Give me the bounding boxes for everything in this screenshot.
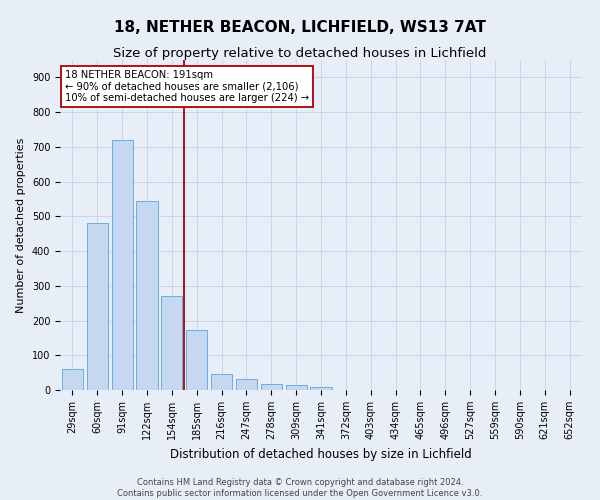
Bar bbox=[310, 387, 332, 390]
Bar bbox=[87, 224, 108, 390]
Text: Size of property relative to detached houses in Lichfield: Size of property relative to detached ho… bbox=[113, 48, 487, 60]
Text: Contains HM Land Registry data © Crown copyright and database right 2024.
Contai: Contains HM Land Registry data © Crown c… bbox=[118, 478, 482, 498]
Text: 18 NETHER BEACON: 191sqm
← 90% of detached houses are smaller (2,106)
10% of sem: 18 NETHER BEACON: 191sqm ← 90% of detach… bbox=[65, 70, 310, 103]
Bar bbox=[62, 369, 83, 390]
Bar bbox=[136, 202, 158, 390]
Text: 18, NETHER BEACON, LICHFIELD, WS13 7AT: 18, NETHER BEACON, LICHFIELD, WS13 7AT bbox=[114, 20, 486, 35]
Bar bbox=[112, 140, 133, 390]
Bar bbox=[236, 379, 257, 390]
X-axis label: Distribution of detached houses by size in Lichfield: Distribution of detached houses by size … bbox=[170, 448, 472, 460]
Bar bbox=[286, 385, 307, 390]
Bar bbox=[211, 374, 232, 390]
Bar bbox=[186, 330, 207, 390]
Bar bbox=[261, 384, 282, 390]
Bar bbox=[161, 296, 182, 390]
Y-axis label: Number of detached properties: Number of detached properties bbox=[16, 138, 26, 312]
